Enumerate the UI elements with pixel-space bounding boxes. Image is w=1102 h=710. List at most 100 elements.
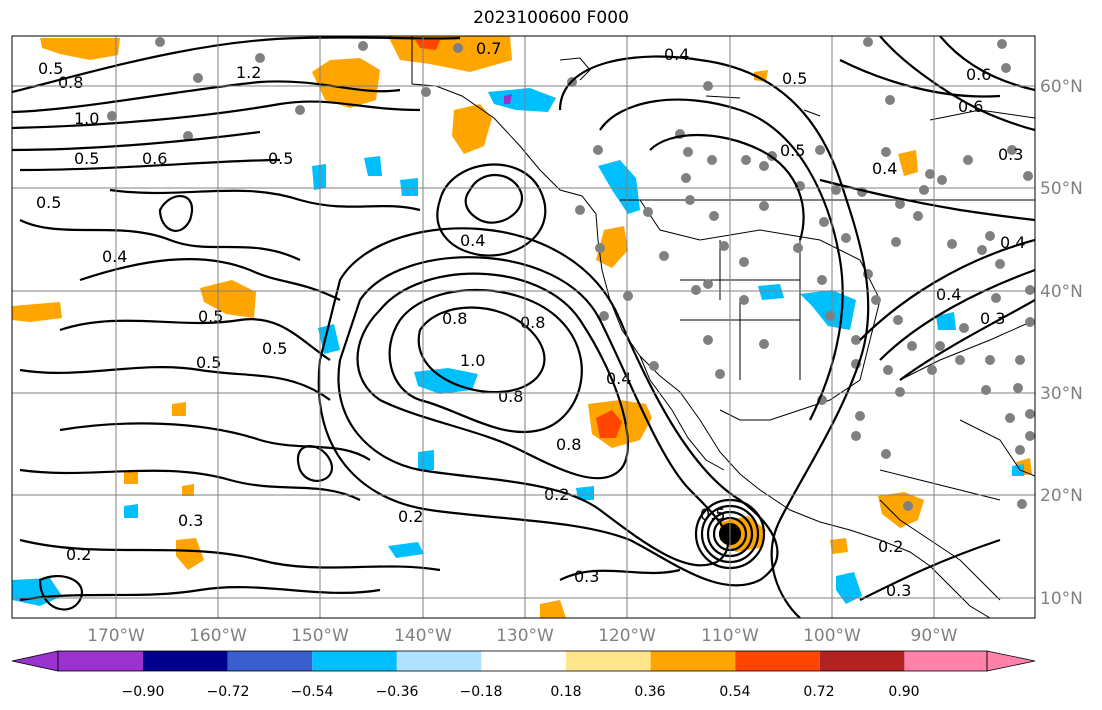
station-marker bbox=[1001, 63, 1011, 73]
station-marker bbox=[155, 37, 165, 47]
lon-label: 140°W bbox=[394, 626, 452, 646]
station-marker bbox=[825, 311, 835, 321]
lon-label: 120°W bbox=[598, 626, 656, 646]
station-marker bbox=[815, 145, 825, 155]
shade-patch bbox=[388, 542, 424, 558]
station-marker bbox=[193, 73, 203, 83]
station-marker bbox=[183, 131, 193, 141]
station-marker bbox=[851, 431, 861, 441]
station-marker bbox=[707, 155, 717, 165]
shade-patch bbox=[182, 484, 194, 496]
colorbar-segment bbox=[904, 651, 987, 671]
colorbar-segment bbox=[735, 651, 820, 671]
station-marker bbox=[623, 291, 633, 301]
station-marker bbox=[997, 39, 1007, 49]
contour-label: 0.8 bbox=[442, 309, 467, 328]
colorbar-segment bbox=[58, 651, 143, 671]
shade-patch bbox=[836, 572, 862, 604]
station-marker bbox=[691, 285, 701, 295]
lon-label: 150°W bbox=[291, 626, 349, 646]
colorbar-extend-low bbox=[11, 650, 59, 672]
station-marker bbox=[255, 53, 265, 63]
station-marker bbox=[907, 341, 917, 351]
contour-label: 0.8 bbox=[498, 387, 523, 406]
colorbar-label: −0.90 bbox=[122, 684, 165, 700]
station-marker bbox=[947, 239, 957, 249]
shade-patch bbox=[878, 492, 924, 528]
contour-label: 0.3 bbox=[178, 511, 203, 530]
colorbar-segment bbox=[566, 651, 651, 671]
shade-patch bbox=[504, 94, 512, 104]
station-marker bbox=[963, 155, 973, 165]
station-marker bbox=[599, 311, 609, 321]
contour-label: 0.8 bbox=[556, 435, 581, 454]
contour-label: 0.8 bbox=[58, 73, 83, 92]
contour-label: 0.4 bbox=[460, 231, 485, 250]
station-marker bbox=[959, 323, 969, 333]
station-marker bbox=[595, 243, 605, 253]
shade-patch bbox=[40, 38, 120, 60]
shade-patch bbox=[596, 410, 622, 438]
contour-label: 0.6 bbox=[966, 65, 991, 84]
shade-patch bbox=[172, 402, 186, 416]
station-marker bbox=[709, 211, 719, 221]
contour-label: 0.4 bbox=[872, 159, 897, 178]
station-marker bbox=[643, 207, 653, 217]
colorbar-label: 0.54 bbox=[719, 684, 750, 700]
station-marker bbox=[895, 387, 905, 397]
station-marker bbox=[1005, 413, 1015, 423]
contour-label: 0.2 bbox=[398, 507, 423, 526]
station-marker bbox=[741, 155, 751, 165]
colorbar-label: 0.72 bbox=[803, 684, 834, 700]
contour-label: 0.5 bbox=[36, 193, 61, 212]
colorbar-segment bbox=[396, 651, 482, 671]
contour-label: 0.4 bbox=[102, 247, 127, 266]
contour-label: 0.6 bbox=[142, 149, 167, 168]
shade-patch bbox=[758, 284, 784, 300]
station-marker bbox=[358, 41, 368, 51]
contour-labels: 0.5 0.8 1.2 0.7 0.4 0.5 0.6 1.0 0.5 0.6 … bbox=[36, 39, 1025, 600]
lon-label: 110°W bbox=[701, 626, 759, 646]
colorbar-label: −0.54 bbox=[291, 684, 334, 700]
contour-label: 0.3 bbox=[980, 309, 1005, 328]
station-marker bbox=[885, 95, 895, 105]
station-marker bbox=[937, 175, 947, 185]
station-marker bbox=[649, 361, 659, 371]
shade-patch bbox=[596, 226, 628, 268]
contour-label: 0.4 bbox=[606, 369, 631, 388]
latitude-labels: 60°N 50°N 40°N 30°N 20°N 10°N bbox=[1040, 77, 1083, 609]
lat-label: 30°N bbox=[1040, 384, 1083, 404]
station-marker bbox=[739, 295, 749, 305]
station-marker bbox=[817, 275, 827, 285]
colorbar-label: −0.72 bbox=[207, 684, 250, 700]
shade-patch bbox=[415, 40, 440, 50]
shade-patch bbox=[200, 280, 256, 318]
colorbar-segments bbox=[11, 650, 1036, 672]
colorbar-label: 0.18 bbox=[550, 684, 581, 700]
shade-patch bbox=[400, 178, 418, 196]
map-frame bbox=[11, 35, 1036, 619]
shade-patch bbox=[936, 312, 956, 330]
contour-label: 0.5 bbox=[196, 353, 221, 372]
station-marker bbox=[453, 43, 463, 53]
shading-negative bbox=[12, 88, 1024, 606]
contour-label: 0.3 bbox=[998, 145, 1023, 164]
colorbar-frame bbox=[57, 650, 988, 672]
contour-label: 0.5 bbox=[198, 307, 223, 326]
station-marker bbox=[575, 205, 585, 215]
shade-patch bbox=[176, 538, 204, 570]
shade-patch bbox=[124, 470, 138, 484]
station-marker bbox=[871, 295, 881, 305]
station-marker bbox=[681, 173, 691, 183]
graticule bbox=[12, 36, 1035, 618]
station-marker bbox=[1025, 431, 1035, 441]
station-marker bbox=[759, 161, 769, 171]
lat-label: 50°N bbox=[1040, 179, 1083, 199]
station-marker bbox=[927, 365, 937, 375]
station-marker bbox=[935, 341, 945, 351]
shade-patch bbox=[364, 156, 382, 176]
lon-label: 90°W bbox=[911, 626, 958, 646]
station-marker bbox=[1025, 285, 1035, 295]
station-marker bbox=[841, 233, 851, 243]
station-marker bbox=[703, 335, 713, 345]
